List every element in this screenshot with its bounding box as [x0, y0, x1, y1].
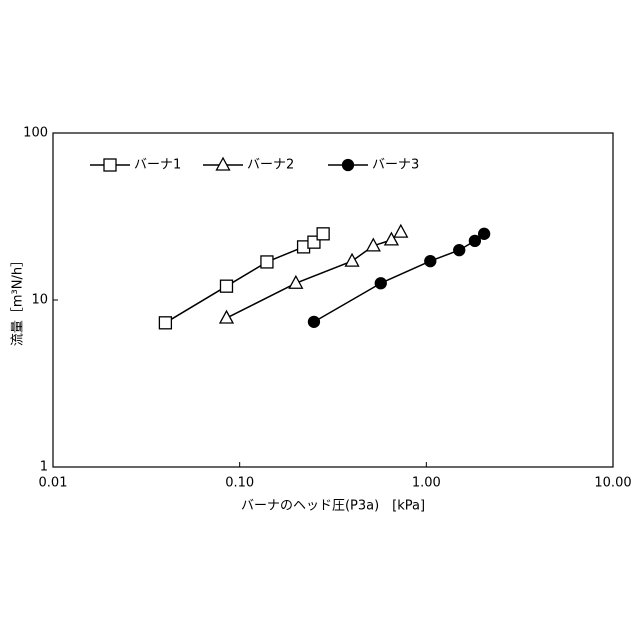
marker: [159, 317, 171, 329]
marker: [317, 228, 329, 240]
marker: [375, 278, 386, 289]
legend-marker: [217, 158, 230, 170]
marker: [261, 256, 273, 268]
legend-marker: [104, 159, 116, 171]
marker: [469, 235, 480, 246]
y-tick-label: 10: [31, 293, 48, 308]
y-axis-label: 流量［m³N/h］: [11, 254, 26, 346]
marker: [346, 254, 359, 266]
marker: [425, 256, 436, 267]
legend-label: バーナ3: [372, 158, 419, 173]
legend-label: バーナ2: [247, 158, 294, 173]
legend-marker: [343, 160, 354, 171]
marker: [454, 245, 465, 256]
marker: [220, 311, 233, 323]
x-axis-label: バーナのヘッド圧(P3a) [kPa]: [241, 499, 425, 514]
x-tick-label: 1.00: [412, 476, 441, 491]
legend-label: バーナ1: [134, 158, 181, 173]
x-tick-label: 0.01: [39, 476, 68, 491]
x-tick-label: 0.10: [225, 476, 254, 491]
marker: [308, 316, 319, 327]
marker: [220, 280, 232, 292]
y-tick-label: 1: [40, 460, 48, 475]
marker: [479, 228, 490, 239]
marker: [394, 225, 407, 237]
x-tick-label: 10.00: [594, 476, 631, 491]
plot-frame: [53, 133, 613, 467]
y-tick-label: 100: [23, 126, 48, 141]
